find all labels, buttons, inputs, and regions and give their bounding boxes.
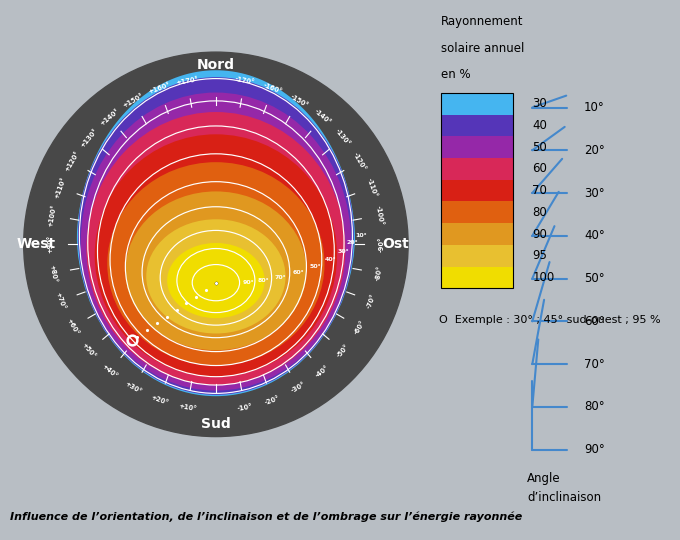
Circle shape	[24, 52, 408, 436]
Bar	[441, 267, 513, 288]
Text: 30°: 30°	[584, 186, 605, 200]
Ellipse shape	[125, 191, 307, 350]
Text: 30: 30	[532, 97, 547, 110]
Text: en %: en %	[441, 69, 471, 82]
Bar	[441, 201, 513, 223]
Text: 10°: 10°	[584, 101, 605, 114]
Text: 10°: 10°	[355, 233, 367, 239]
Bar	[441, 93, 513, 114]
Text: -140°: -140°	[313, 109, 332, 126]
Text: -50°: -50°	[336, 343, 350, 359]
Text: 50°: 50°	[309, 264, 321, 269]
Text: 90°: 90°	[242, 280, 254, 285]
Text: O  Exemple : 30° ; 45° sud-ouest ; 95 %: O Exemple : 30° ; 45° sud-ouest ; 95 %	[439, 315, 660, 325]
Text: 70°: 70°	[275, 275, 286, 280]
Text: +150°: +150°	[122, 92, 144, 109]
Text: +160°: +160°	[148, 82, 171, 95]
Text: 20°: 20°	[584, 144, 605, 157]
Text: +80°: +80°	[48, 264, 57, 282]
Text: 20°: 20°	[347, 240, 358, 246]
Ellipse shape	[95, 134, 337, 377]
Text: Sud: Sud	[201, 417, 231, 431]
Text: +10°: +10°	[177, 403, 197, 412]
Ellipse shape	[167, 243, 265, 318]
Text: 50°: 50°	[584, 272, 605, 285]
Ellipse shape	[81, 92, 351, 390]
Text: -70°: -70°	[367, 293, 377, 309]
Text: 95: 95	[532, 249, 547, 262]
Text: +100°: +100°	[48, 204, 58, 227]
Text: +20°: +20°	[150, 394, 169, 406]
Text: +120°: +120°	[64, 150, 81, 173]
Text: Rayonnement: Rayonnement	[441, 15, 524, 28]
Bar	[441, 223, 513, 245]
Text: 90: 90	[532, 227, 547, 240]
Text: -150°: -150°	[289, 93, 309, 109]
Text: 80: 80	[532, 206, 547, 219]
Text: +50°: +50°	[81, 342, 97, 360]
Bar	[441, 158, 513, 180]
Text: +60°: +60°	[65, 318, 80, 336]
Text: -90°: -90°	[379, 237, 385, 252]
Text: 40°: 40°	[324, 257, 337, 262]
Text: +110°: +110°	[54, 176, 67, 199]
Text: -10°: -10°	[237, 403, 253, 412]
Text: 60°: 60°	[292, 269, 304, 275]
Ellipse shape	[86, 112, 345, 385]
Text: +140°: +140°	[99, 108, 120, 127]
Text: 40°: 40°	[584, 230, 605, 242]
Text: +130°: +130°	[80, 127, 99, 148]
Text: -80°: -80°	[375, 265, 384, 281]
Text: d’inclinaison: d’inclinaison	[528, 491, 602, 504]
Text: +170°: +170°	[175, 76, 199, 86]
Text: +40°: +40°	[101, 363, 118, 380]
Text: -40°: -40°	[315, 364, 330, 379]
Ellipse shape	[77, 68, 355, 396]
Text: 80°: 80°	[258, 278, 269, 283]
Ellipse shape	[146, 219, 286, 334]
Text: 70°: 70°	[584, 357, 605, 370]
Text: +90°: +90°	[47, 235, 53, 253]
Text: 80°: 80°	[584, 400, 605, 413]
Text: 40: 40	[532, 119, 547, 132]
Text: -170°: -170°	[235, 77, 255, 86]
Text: -100°: -100°	[375, 205, 384, 226]
Text: -60°: -60°	[353, 319, 366, 335]
Text: Influence de l’orientation, de l’inclinaison et de l’ombrage sur l’énergie rayon: Influence de l’orientation, de l’inclina…	[10, 511, 522, 522]
Bar	[441, 245, 513, 267]
Text: 50: 50	[532, 140, 547, 154]
Text: +30°: +30°	[124, 381, 142, 395]
Text: Ost: Ost	[382, 238, 409, 251]
Text: 70: 70	[532, 184, 547, 197]
Bar	[441, 180, 513, 201]
Text: Angle: Angle	[528, 471, 561, 484]
Text: +70°: +70°	[54, 292, 66, 310]
Text: 90°: 90°	[584, 443, 605, 456]
Text: -160°: -160°	[262, 83, 283, 95]
Ellipse shape	[78, 77, 354, 395]
Text: -130°: -130°	[334, 128, 352, 147]
Text: solaire annuel: solaire annuel	[441, 42, 524, 55]
Bar	[441, 114, 513, 136]
Text: 60: 60	[532, 163, 547, 176]
Text: -30°: -30°	[290, 381, 307, 394]
Text: 60°: 60°	[584, 315, 605, 328]
Text: Nord: Nord	[197, 58, 235, 72]
Text: -110°: -110°	[365, 177, 378, 198]
Text: -20°: -20°	[265, 395, 281, 406]
Text: 100: 100	[532, 271, 555, 284]
Text: -120°: -120°	[352, 151, 367, 172]
Bar	[441, 136, 513, 158]
Bar	[441, 93, 513, 288]
Ellipse shape	[107, 162, 324, 366]
Text: West: West	[16, 238, 56, 251]
Text: 30°: 30°	[337, 249, 349, 254]
